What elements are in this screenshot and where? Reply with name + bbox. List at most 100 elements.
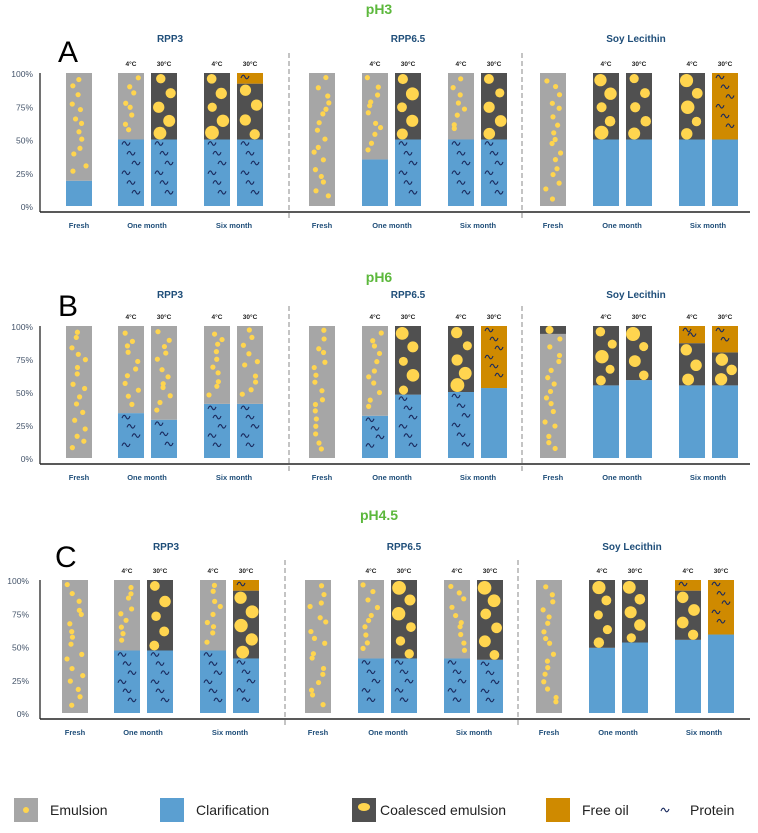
product-label: RPP6.5: [391, 34, 426, 45]
droplet-icon: [213, 349, 220, 355]
protein-icon: [404, 678, 414, 684]
time-label: Fresh: [65, 728, 86, 737]
protein-icon: [212, 180, 222, 185]
droplet-icon: [129, 112, 135, 118]
protein-icon: [456, 150, 466, 156]
droplet-icon: [23, 807, 29, 813]
protein-icon: [121, 414, 131, 420]
droplet-icon: [370, 338, 376, 344]
protein-icon: [398, 170, 408, 176]
droplet-icon: [541, 629, 547, 635]
protein-icon: [212, 150, 222, 156]
coalesced-droplet-icon: [480, 608, 492, 620]
protein-icon: [361, 660, 371, 665]
protein-icon: [159, 180, 169, 185]
coalesced-droplet-icon: [483, 101, 495, 113]
protein-icon: [687, 332, 697, 337]
coalesced-droplet-icon: [726, 364, 737, 376]
sample-bar: [362, 73, 388, 206]
protein-icon: [246, 678, 256, 684]
droplet-icon: [160, 384, 166, 391]
time-label: Fresh: [312, 473, 333, 482]
clarification-layer: [675, 639, 701, 713]
temperature-label: 4°C: [208, 567, 219, 575]
droplet-icon: [77, 694, 83, 700]
protein-icon: [447, 660, 457, 665]
droplet-icon: [544, 658, 551, 664]
droplet-icon: [246, 351, 252, 357]
coalesced-droplet-icon: [487, 594, 501, 608]
droplet-icon: [366, 617, 372, 624]
protein-icon: [720, 84, 730, 90]
droplet-icon: [320, 179, 326, 185]
clarification-layer: [237, 403, 263, 458]
clarification-layer: [626, 380, 652, 458]
droplet-icon: [368, 612, 374, 619]
droplet-icon: [69, 445, 75, 451]
y-tick-label: 50%: [16, 388, 33, 398]
sample-bar: [626, 326, 652, 458]
protein-icon: [394, 660, 404, 665]
sample-bar: [233, 580, 259, 713]
coalesced-droplet-icon: [206, 74, 217, 84]
droplet-icon: [552, 83, 559, 90]
temperature-label: 30°C: [483, 567, 498, 575]
temperature-label: 30°C: [401, 60, 416, 68]
emulsion-layer: [536, 580, 562, 713]
droplet-icon: [316, 440, 322, 446]
droplet-icon: [371, 343, 378, 349]
sample-bar: [712, 326, 738, 458]
protein-icon: [399, 669, 409, 675]
clarification-layer: [679, 139, 705, 206]
coalesced-droplet-icon: [679, 74, 694, 88]
protein-icon: [131, 189, 141, 195]
time-label: One month: [602, 221, 642, 230]
temperature-label: 30°C: [632, 60, 647, 68]
coalesced-droplet-icon: [398, 385, 409, 395]
droplet-icon: [81, 438, 87, 444]
droplet-icon: [461, 647, 468, 653]
droplet-icon: [375, 84, 381, 90]
droplet-icon: [550, 599, 556, 605]
droplet-icon: [74, 433, 80, 439]
product-label: RPP3: [157, 34, 184, 45]
protein-icon: [452, 697, 462, 702]
protein-icon: [250, 160, 260, 166]
sample-bar: [200, 580, 226, 713]
droplet-icon: [546, 433, 552, 439]
protein-icon: [489, 150, 499, 156]
droplet-icon: [118, 611, 124, 617]
protein-icon: [494, 372, 504, 378]
coalesced-droplet-icon: [404, 649, 414, 659]
coalesced-droplet-icon: [398, 356, 408, 366]
clarification-layer: [358, 658, 384, 713]
sample-bar: [626, 73, 652, 206]
coalesced-droplet-icon: [234, 591, 247, 604]
protein-icon: [461, 189, 471, 195]
droplet-icon: [313, 431, 319, 437]
droplet-icon: [550, 408, 556, 415]
coalesced-droplet-icon: [607, 339, 617, 349]
temperature-label: 4°C: [687, 313, 698, 321]
droplet-icon: [371, 368, 377, 374]
droplet-icon: [76, 394, 83, 400]
droplet-icon: [131, 90, 137, 96]
protein-icon: [480, 661, 490, 667]
protein-icon: [394, 688, 404, 693]
droplet-icon: [135, 387, 141, 393]
sample-bar: [593, 73, 619, 206]
coalesced-droplet-icon: [478, 635, 491, 648]
clarification-layer: [593, 385, 619, 458]
protein-icon: [489, 363, 499, 369]
temperature-label: 30°C: [718, 313, 733, 321]
protein-icon: [403, 433, 413, 438]
droplet-icon: [204, 619, 210, 626]
droplet-icon: [556, 180, 562, 186]
protein-icon: [126, 150, 136, 156]
clarification-layer: [593, 139, 619, 206]
coalesced-droplet-icon: [458, 366, 472, 380]
droplet-icon: [212, 598, 218, 604]
droplet-icon: [166, 337, 172, 343]
droplet-icon: [550, 651, 557, 657]
droplet-icon: [309, 692, 316, 698]
